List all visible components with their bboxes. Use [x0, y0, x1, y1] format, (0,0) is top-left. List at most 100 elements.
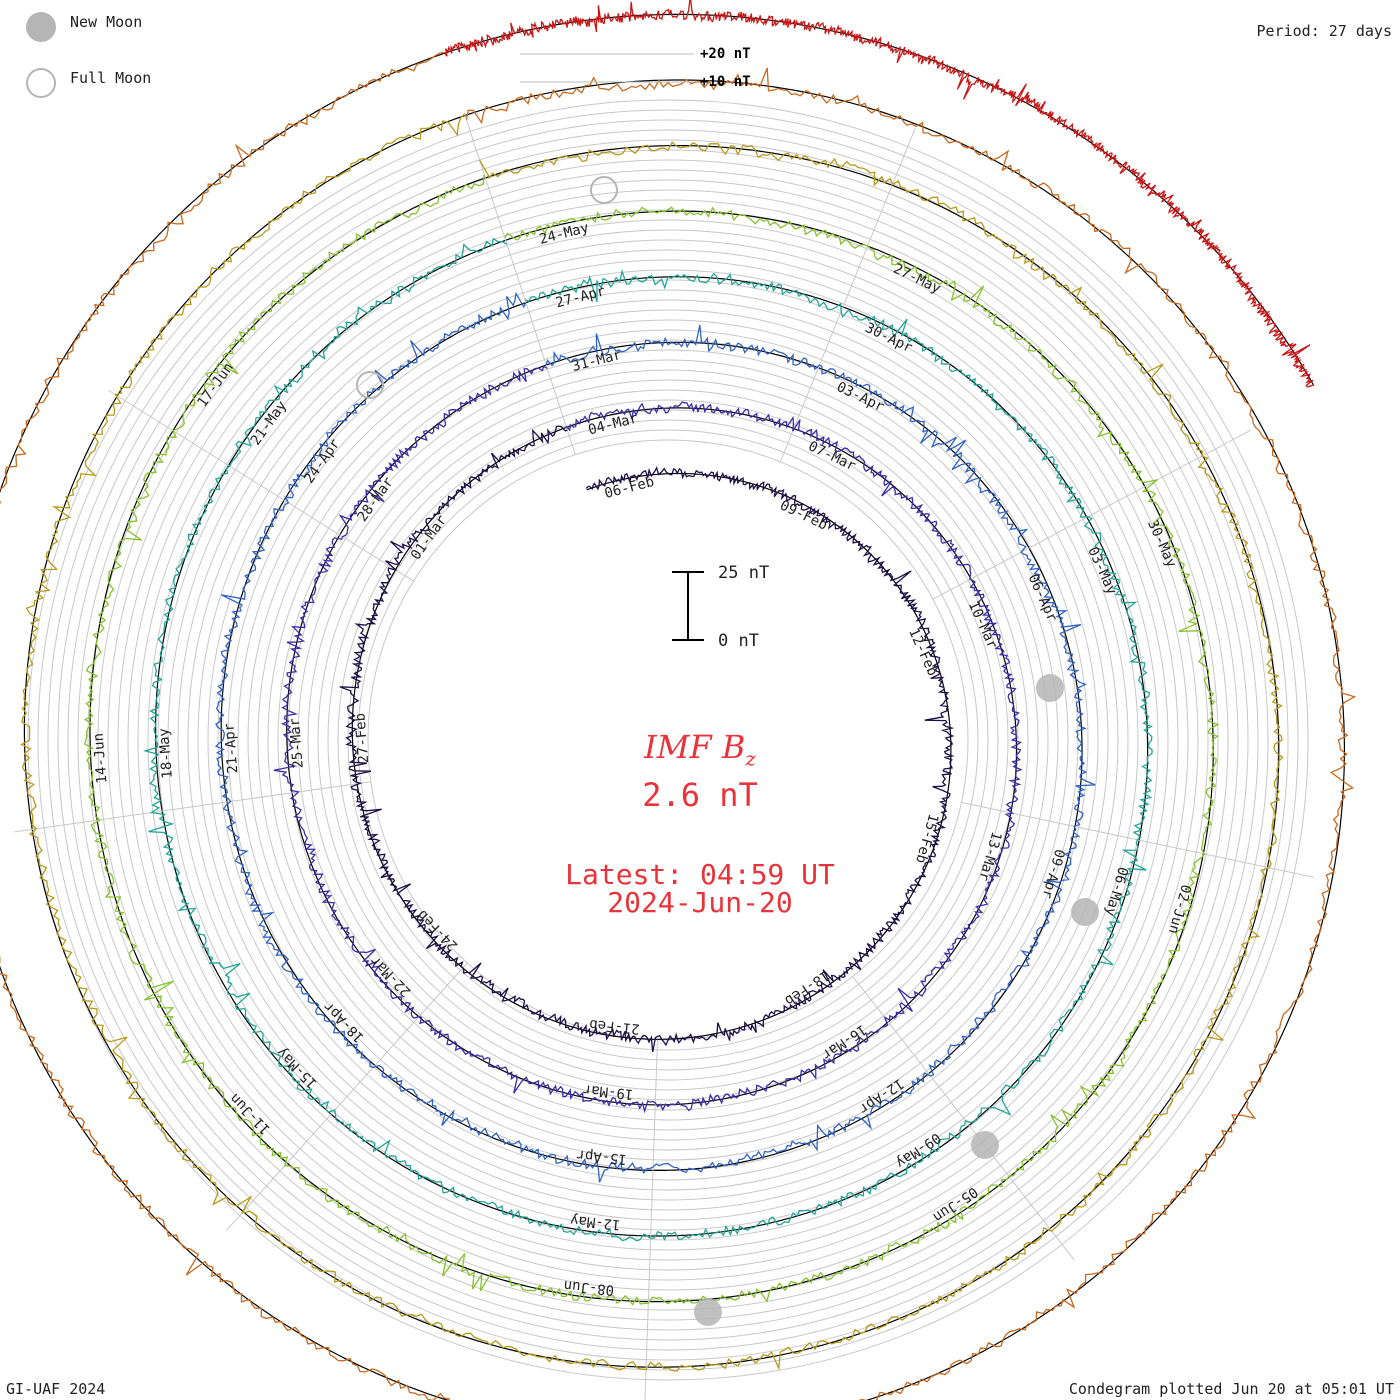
- day-spoke: [108, 389, 414, 582]
- grid-ring: [157, 229, 1179, 1251]
- scale-bar: [672, 571, 704, 641]
- date-label: 17-Jun: [194, 360, 236, 410]
- grid-ring: [197, 269, 1139, 1211]
- date-label: 21-Feb: [589, 1016, 641, 1037]
- bz-trace-rotation-3: [214, 291, 1096, 1183]
- date-label: 03-May: [1084, 545, 1119, 598]
- bz-trace-rotation-7: [0, 51, 1357, 1400]
- grid-ring: [147, 219, 1189, 1261]
- bz-trace-rotation-1: [339, 425, 955, 1053]
- bz-trace-rotation-4: [142, 237, 1153, 1242]
- baseline-spiral-7: [0, 52, 1345, 1400]
- ring-grid: [0, 13, 1345, 1400]
- grid-ring: [317, 389, 1019, 1091]
- new-moon-marker: [971, 1131, 999, 1159]
- full-moon-marker: [356, 371, 384, 399]
- grid-ring: [227, 299, 1109, 1181]
- grid-ring: [337, 409, 999, 1071]
- day-spoke: [932, 429, 1251, 600]
- chart-title: IMF Bz: [0, 728, 1400, 770]
- day-spoke: [226, 962, 468, 1231]
- date-label: 27-Feb: [352, 712, 372, 764]
- ring-reference-labels: +20 nT +10 nT: [520, 46, 751, 90]
- grid-ring: [247, 319, 1089, 1161]
- footer-credit: GI-UAF 2024: [6, 1380, 106, 1398]
- date-label: 24-Apr: [301, 436, 343, 486]
- bz-trace-rotation-2: [273, 365, 1023, 1114]
- new-moon-marker: [1071, 898, 1099, 926]
- latest-date: 2024-Jun-20: [607, 886, 793, 919]
- current-value: 2.6 nT: [642, 776, 758, 814]
- date-label: 07-Mar: [806, 438, 859, 474]
- ring-reference-label: +20 nT: [700, 46, 751, 62]
- date-label: 19-Mar: [582, 1081, 634, 1102]
- grid-ring: [307, 379, 1029, 1101]
- day-spoke: [644, 1039, 659, 1400]
- grid-ring: [107, 179, 1229, 1301]
- grid-ring: [257, 329, 1079, 1151]
- full-moon-marker: [590, 176, 618, 204]
- day-spoke: [852, 976, 1075, 1261]
- moon-phase-markers: [356, 176, 1099, 1326]
- grid-ring: [327, 399, 1009, 1081]
- grid-ring: [57, 129, 1279, 1351]
- baseline-spiral-4: [155, 239, 1149, 1237]
- chart-title-main: IMF B: [644, 728, 746, 766]
- grid-ring: [37, 109, 1299, 1371]
- date-label: 10-Mar: [965, 599, 1000, 652]
- bz-trace-rotation-8: [444, 0, 1315, 388]
- date-label: 09-Feb: [777, 497, 830, 533]
- day-spoke: [14, 781, 371, 833]
- new-moon-label: New Moon: [70, 13, 143, 31]
- grid-ring: [27, 99, 1309, 1381]
- grid-ring: [207, 279, 1129, 1201]
- period-label: Period: 27 days: [1256, 22, 1392, 40]
- scale-bar-bottom-label: 0 nT: [718, 631, 759, 651]
- grid-ring: [177, 249, 1159, 1231]
- grid-ring: [217, 289, 1119, 1191]
- date-label: 12-May: [569, 1212, 621, 1233]
- latest-time: Latest: 04:59 UT: [565, 858, 835, 891]
- grid-ring: [167, 239, 1169, 1241]
- new-moon-icon: [26, 12, 56, 42]
- new-moon-marker: [694, 1298, 722, 1326]
- baseline-spiral-3: [220, 302, 1083, 1171]
- date-label: 11-Jun: [227, 1090, 274, 1137]
- grid-ring: [127, 199, 1209, 1281]
- grid-ring: [87, 159, 1249, 1321]
- day-spoke: [463, 112, 576, 455]
- grid-ring: [267, 339, 1069, 1141]
- date-label: 15-May: [274, 1044, 321, 1091]
- full-moon-label: Full Moon: [70, 69, 152, 87]
- grid-ring: [297, 369, 1039, 1111]
- grid-ring: [277, 349, 1059, 1131]
- date-label: 06-Apr: [1025, 572, 1060, 625]
- grid-ring: [347, 419, 989, 1061]
- date-label: 18-May: [156, 727, 176, 779]
- footer-plotted: Condegram plotted Jun 20 at 05:01 UT: [1068, 1380, 1394, 1398]
- date-label: 21-May: [248, 398, 290, 448]
- grid-ring: [287, 359, 1049, 1121]
- chart-title-subscript: z: [745, 746, 756, 771]
- bz-traces: [0, 0, 1357, 1400]
- date-label: 12-Feb: [905, 626, 940, 679]
- bz-trace-rotation-5: [83, 174, 1220, 1306]
- ring-reference-label: +10 nT: [700, 74, 751, 90]
- new-moon-marker: [1036, 674, 1064, 702]
- date-label: 14-Jun: [91, 732, 111, 784]
- grid-ring: [117, 189, 1219, 1291]
- grid-ring: [47, 119, 1289, 1361]
- scale-bar-top-label: 25 nT: [718, 563, 770, 583]
- bz-trace-rotation-6: [20, 113, 1284, 1372]
- date-label: 08-Jun: [563, 1277, 615, 1298]
- date-label: 25-Mar: [287, 717, 307, 769]
- baseline-spiral-1: [351, 426, 952, 1040]
- grid-ring: [97, 169, 1239, 1311]
- date-label: 27-May: [891, 261, 944, 297]
- grid-ring: [357, 429, 979, 1051]
- date-label: 15-Apr: [576, 1146, 628, 1167]
- grid-ring: [67, 139, 1269, 1341]
- date-label: 21-Apr: [222, 722, 242, 774]
- full-moon-icon: [26, 68, 56, 98]
